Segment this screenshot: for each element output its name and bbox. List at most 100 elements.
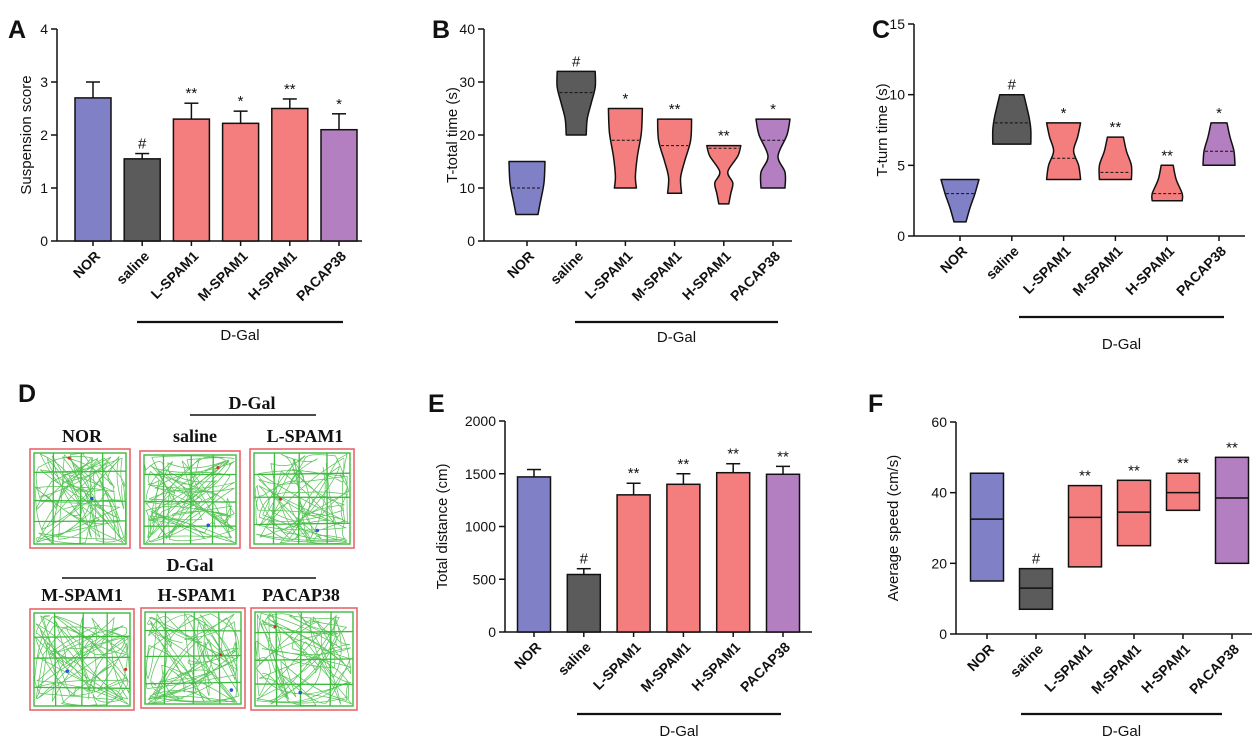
chart-c-violin [1151,164,1184,202]
chart-c-significance-mark: ** [1161,147,1173,164]
track-grid-line [329,611,332,707]
panel-d-group-label: D-Gal [167,555,214,575]
chart-c-x-tick-label: L-SPAM1 [1020,243,1074,297]
arena-frame [249,448,355,549]
chart-b-x-tick-label: M-SPAM1 [628,248,684,304]
arena-pacap38 [250,607,358,711]
chart-e-significance-mark: ** [727,446,739,463]
chart-b-y-axis-title: T-total time (s) [444,87,461,183]
chart-f-range-bar [1116,479,1152,547]
chart-b-x-tick-label: saline [547,248,587,288]
chart-f-y-tick-label: 0 [939,626,947,642]
track-grid-line [79,452,82,545]
chart-e-y-tick-label: 500 [473,571,497,587]
chart-a-significance-mark: # [138,136,147,153]
chart-b-y-tick-label: 10 [459,180,475,196]
chart-a-bar [172,118,211,242]
chart-a-y-tick-label: 4 [40,21,48,37]
chart-a-x-tick-label: saline [113,248,153,288]
chart-f-significance-mark: ** [1226,439,1238,456]
chart-b-x-tick-label: PACAP38 [727,248,783,304]
end-point-marker [124,667,128,672]
chart-e-x-tick-label: saline [555,639,595,679]
chart-f-significance-mark: ** [1079,468,1091,485]
end-point-marker [219,653,223,657]
chart-a-bar [271,107,309,242]
chart-f-x-tick-label: L-SPAM1 [1041,641,1095,695]
chart-e-x-tick-label: PACAP38 [737,639,793,695]
arena-label: NOR [62,426,103,446]
arena-frame [29,608,135,711]
chart-b-violin [656,118,693,195]
chart-b-significance-mark: * [622,91,628,108]
chart-f-significance-mark: # [1032,551,1041,568]
track-grid-line [53,612,57,707]
panel-d-group-label: D-Gal [229,393,276,413]
start-point-marker [315,528,320,533]
track-grid-line [192,611,195,705]
chart-f-range-bar [1067,484,1103,568]
chart-e-bar [516,476,552,633]
chart-e-y-tick-label: 0 [488,624,496,640]
chart-e-x-tick-label: NOR [511,639,544,672]
chart-b-y-tick-label: 30 [459,74,475,90]
arena-frame [29,448,131,549]
chart-a-x-tick-label: PACAP38 [293,248,349,304]
end-point-marker [273,625,277,629]
track-grid-line [163,611,167,705]
chart-c-violin [1045,122,1082,181]
chart-c-significance-mark: ** [1110,119,1122,136]
chart-f-range-bar [1214,456,1250,565]
chart-b-violin [755,118,791,189]
chart-a-x-tick-label: NOR [70,248,103,281]
chart-e-bar [566,573,602,633]
chart-e-bar [616,494,651,633]
chart-e-significance-mark: ** [628,465,640,482]
chart-c-violin [991,93,1032,145]
chart-b-y-tick-label: 0 [467,233,475,249]
chart-c-y-tick-label: 0 [897,228,905,244]
chart-b-x-tick-label: L-SPAM1 [581,248,635,302]
chart-e-group-label: D-Gal [659,723,698,740]
track-path [145,611,240,704]
chart-b-panel-label: B [432,16,450,44]
arena-frame [250,607,358,711]
chart-b-significance-mark: ** [718,128,730,145]
start-point-marker [229,688,234,692]
chart-f-x-tick-label: M-SPAM1 [1088,641,1144,697]
track-wall-line [253,452,351,545]
chart-a-y-axis-title: Suspension score [18,75,35,194]
end-point-marker [216,465,220,470]
chart-f-x-tick-label: H-SPAM1 [1138,641,1193,696]
chart-c-significance-mark: * [1061,105,1067,122]
chart-b-violin [556,70,597,136]
chart-a-y-tick-label: 1 [40,180,48,196]
track-path [34,452,126,544]
chart-a-significance-mark: * [336,96,342,113]
chart-a-bar [74,97,112,242]
chart-f-panel-label: F [868,390,883,418]
chart-e-x-tick-label: H-SPAM1 [688,639,743,694]
chart-a-significance-mark: ** [186,85,198,102]
track-grid-line [211,454,214,545]
arena-label: M-SPAM1 [41,585,123,605]
chart-f-y-axis-title: Average speed (cm/s) [885,455,902,601]
chart-a-y-tick-label: 2 [40,127,48,143]
chart-c-violin [1098,136,1133,181]
chart-c-y-axis-title: T-turn time (s) [874,83,891,176]
chart-c-x-tick-label: M-SPAM1 [1069,243,1125,299]
arena-frame [140,607,246,709]
chart-e-y-axis-title: Total distance (cm) [434,464,451,590]
chart-e-x-tick-label: M-SPAM1 [637,639,693,695]
chart-c-significance-mark: # [1008,77,1017,94]
start-point-marker [206,523,211,528]
arena-m-spam1 [29,608,135,711]
arena-nor [29,448,131,549]
chart-a-x-tick-label: H-SPAM1 [245,248,300,303]
chart-f-y-tick-label: 40 [931,485,947,501]
chart-c-violin [1202,122,1236,167]
chart-b-significance-mark: # [572,53,581,70]
chart-e-y-tick-label: 1500 [465,466,496,482]
chart-e-significance-mark: ** [678,456,690,473]
